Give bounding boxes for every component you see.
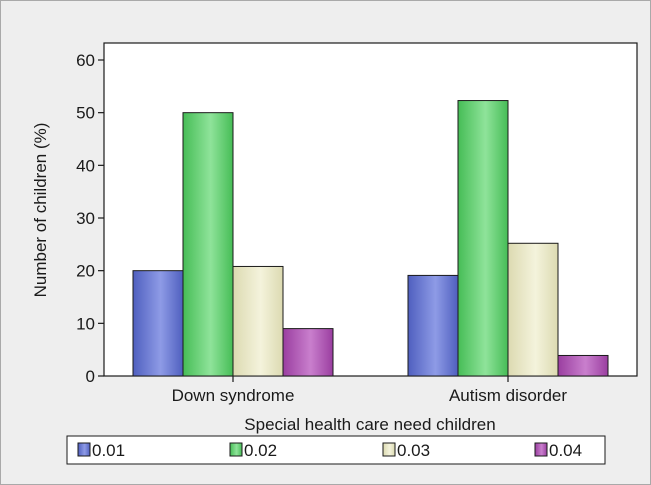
legend-swatch-0.04 [534, 442, 548, 457]
legend-swatch-0.01 [77, 442, 91, 457]
y-tick-label: 20 [76, 262, 95, 281]
bar-autism-disorder-0.01 [407, 274, 459, 377]
legend-box [66, 435, 606, 465]
category-label: Autism disorder [449, 386, 567, 405]
bar-down-syndrome-0.01 [132, 270, 184, 377]
legend-label-0.02: 0.02 [244, 441, 277, 460]
y-axis-title: Number of children (%) [31, 123, 50, 298]
y-axis: 0 10 20 30 40 50 60 [76, 51, 104, 386]
x-axis-title: Special health care need children [244, 415, 495, 434]
legend-label-0.01: 0.01 [92, 441, 125, 460]
y-tick-label: 30 [76, 209, 95, 228]
legend-label-0.04: 0.04 [549, 441, 582, 460]
x-axis: Down syndrome Autism disorder [172, 376, 567, 405]
y-tick-label: 60 [76, 51, 95, 70]
legend: 0.01 0.02 0.03 0.04 [66, 435, 606, 465]
bars-group [132, 100, 609, 377]
y-tick-label: 40 [76, 156, 95, 175]
bar-autism-disorder-0.02 [457, 100, 509, 377]
bar-down-syndrome-0.03 [232, 265, 284, 377]
legend-label-0.03: 0.03 [397, 441, 430, 460]
y-tick-label: 10 [76, 314, 95, 333]
legend-swatch-0.03 [382, 442, 396, 457]
legend-swatch-0.02 [229, 442, 243, 457]
y-tick-label: 0 [86, 367, 95, 386]
bar-down-syndrome-0.02 [182, 112, 234, 377]
bar-autism-disorder-0.03 [507, 242, 559, 377]
bar-down-syndrome-0.04 [282, 328, 334, 377]
category-label: Down syndrome [172, 386, 295, 405]
y-tick-label: 50 [76, 104, 95, 123]
bar-autism-disorder-0.04 [557, 354, 609, 377]
